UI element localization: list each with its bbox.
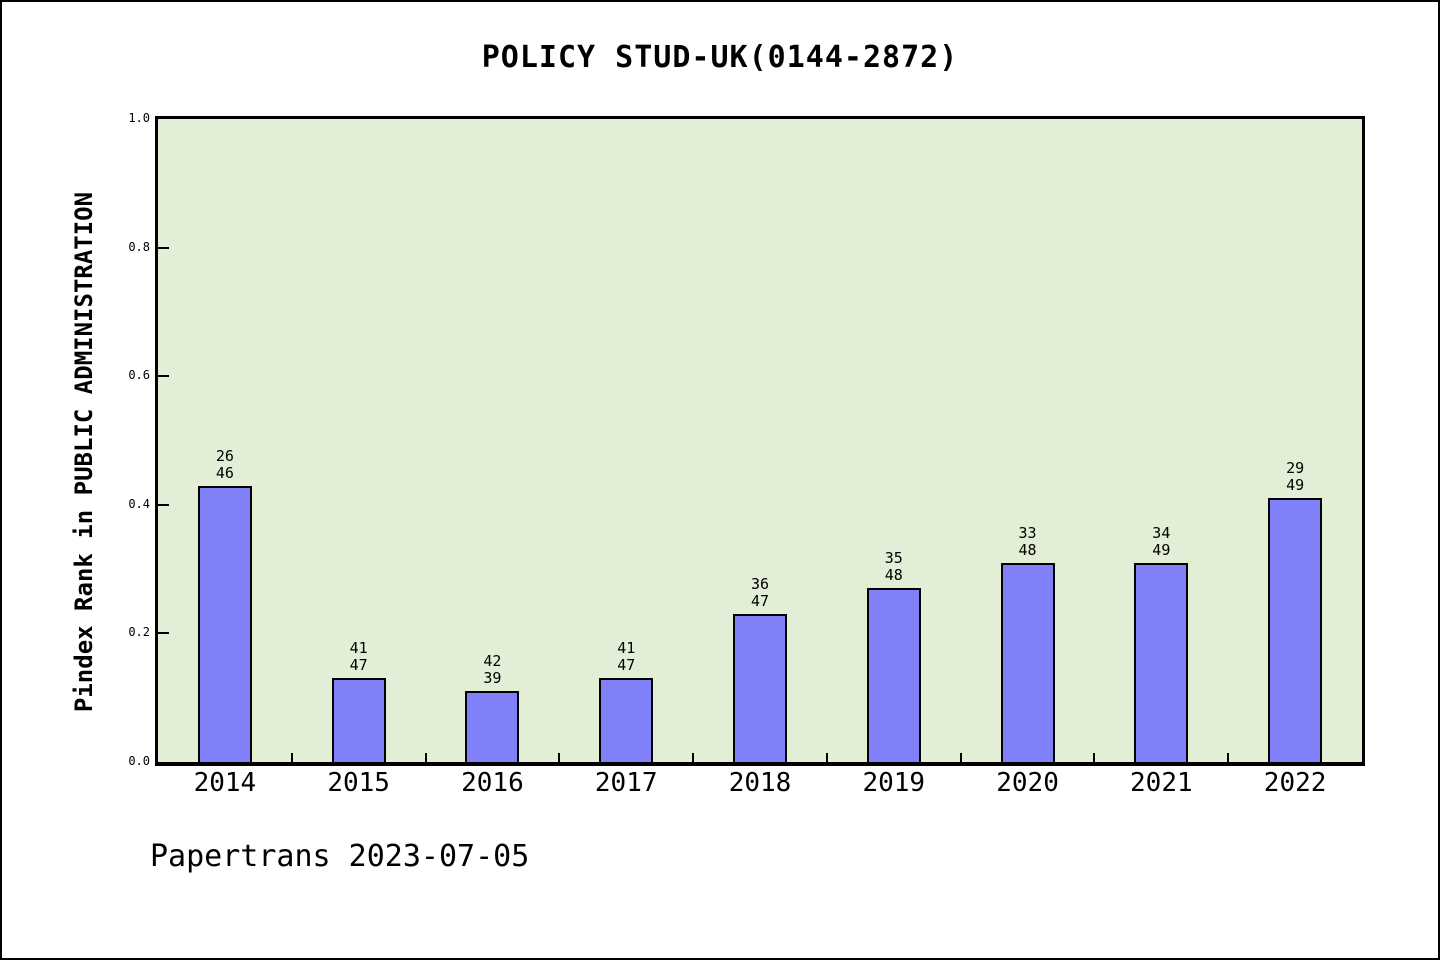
bar-value-label-2021: 34 49 (1152, 523, 1171, 559)
bar-value-label-2018: 36 47 (750, 575, 770, 611)
y-tick-label-0.8: 0.8 (128, 239, 150, 254)
x-boundary-tick-5 (825, 753, 828, 762)
bar-value-label-2014: 26 46 (215, 446, 234, 482)
x-boundary-tick-8 (1227, 753, 1230, 762)
x-boundary-tick-4 (692, 753, 695, 762)
y-tick-label-0.0: 0.0 (128, 754, 150, 768)
x-tick-label-2020: 2020 (996, 768, 1059, 798)
x-tick-label-2015: 2015 (327, 768, 390, 798)
bar-value-label-2020: 33 48 (1018, 523, 1037, 559)
bar-value-label-2017: 41 47 (617, 639, 636, 675)
x-boundary-tick-7 (1093, 753, 1096, 762)
bar-value-label-2019: 35 48 (884, 549, 903, 585)
y-tick-mark-0.8 (158, 246, 169, 249)
bar-2021 (1134, 562, 1189, 762)
bar-value-label-2016: 42 39 (483, 652, 502, 688)
bar-value-label-2022: 29 49 (1286, 459, 1305, 495)
x-tick-label-2019: 2019 (862, 768, 926, 798)
x-tick-label-2018: 2018 (728, 768, 792, 798)
x-boundary-tick-2 (424, 753, 427, 762)
bar-2015 (331, 678, 386, 762)
x-boundary-tick-3 (558, 753, 561, 762)
bar-2014 (197, 485, 252, 762)
footer-watermark: Papertrans 2023-07-05 (150, 839, 530, 874)
bar-2020 (1000, 562, 1055, 762)
bar-2016 (465, 691, 520, 762)
y-tick-label-0.6: 0.6 (128, 368, 150, 383)
x-tick-label-2021: 2021 (1130, 768, 1193, 798)
bar-2019 (866, 588, 921, 762)
y-tick-mark-0.6 (158, 375, 169, 378)
bar-2017 (599, 678, 654, 762)
bar-2018 (733, 614, 787, 762)
x-tick-label-2016: 2016 (461, 768, 524, 798)
y-tick-label-1.0: 1.0 (128, 111, 150, 125)
plot-area: 26 46 41 47 42 39 41 47 36 47 35 48 33 48 34 49… (155, 116, 1365, 766)
y-tick-mark-0.4 (158, 503, 169, 506)
chart-title: POLICY STUD-UK(0144-2872) (481, 40, 959, 75)
bar-2022 (1268, 498, 1323, 762)
x-tick-label-2014: 2014 (193, 768, 257, 798)
bar-value-label-2015: 41 47 (349, 639, 368, 675)
x-boundary-tick-1 (290, 753, 293, 762)
y-tick-label-0.4: 0.4 (128, 496, 150, 511)
x-tick-label-2022: 2022 (1263, 768, 1327, 798)
x-boundary-tick-6 (959, 753, 962, 762)
y-tick-mark-0.2 (158, 632, 169, 635)
x-tick-label-2017: 2017 (594, 768, 658, 798)
y-tick-label-0.2: 0.2 (128, 625, 150, 640)
